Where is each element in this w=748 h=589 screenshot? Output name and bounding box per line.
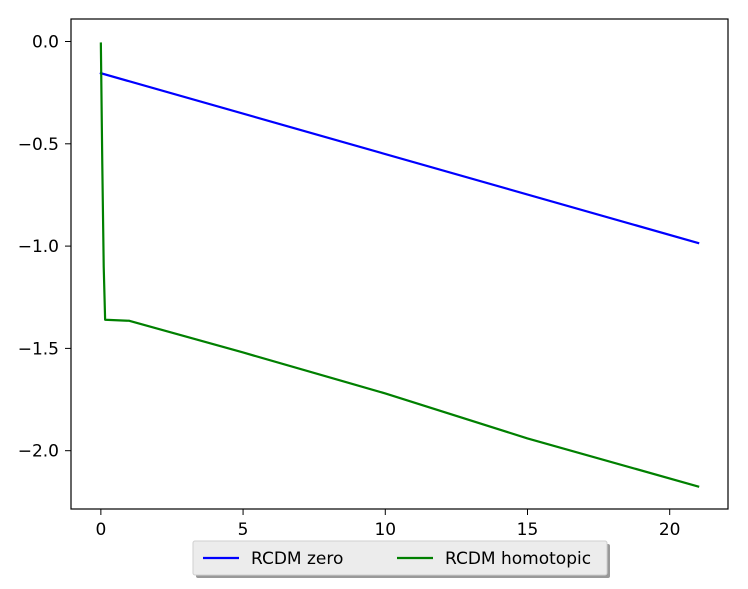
series-line-rcdm-zero — [99, 71, 700, 245]
legend: RCDM zero RCDM homotopic — [192, 540, 610, 578]
x-tick-label: 0 — [95, 520, 106, 540]
series-line-rcdm-homotopic — [99, 42, 700, 488]
y-axis: 0.0 −0.5 −1.0 −1.5 −2.0 — [18, 33, 71, 462]
legend-label: RCDM zero — [251, 549, 343, 569]
y-tick-label: −0.5 — [18, 135, 59, 155]
x-tick-label: 10 — [374, 520, 396, 540]
series-layer — [99, 42, 700, 488]
y-tick-label: −1.5 — [18, 339, 59, 359]
y-tick-label: −2.0 — [18, 442, 59, 462]
x-tick-label: 20 — [659, 520, 681, 540]
y-tick-label: 0.0 — [32, 33, 59, 53]
legend-label: RCDM homotopic — [445, 549, 591, 569]
x-tick-label: 15 — [517, 520, 539, 540]
y-tick-label: −1.0 — [18, 237, 59, 257]
axes-frame — [70, 18, 729, 510]
x-axis: 0 5 10 15 20 — [95, 509, 681, 540]
x-tick-label: 5 — [238, 520, 249, 540]
